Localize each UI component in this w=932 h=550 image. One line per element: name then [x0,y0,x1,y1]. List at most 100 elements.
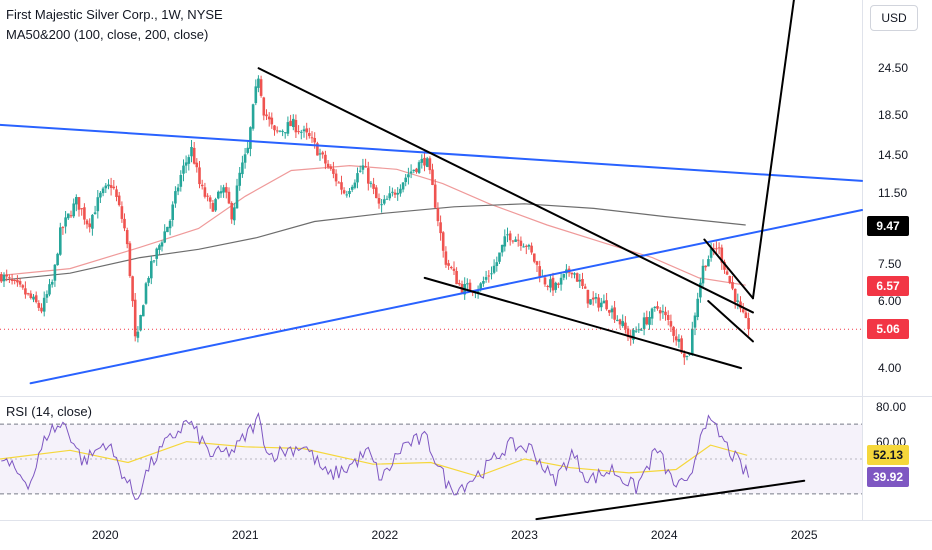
candle-up [238,172,241,186]
candle-down [672,326,675,336]
candle-down [270,117,274,125]
candle-down [120,206,124,219]
candle-down [24,288,27,295]
candle-down [533,253,536,262]
candle-up [498,252,501,262]
candle-down [88,223,91,228]
rsi-tick-label: 80.00 [876,399,907,414]
candle-up [144,283,148,304]
rsi-legend[interactable]: RSI (14, close) [6,404,92,419]
candle-down [436,208,440,222]
candle-down [645,317,649,325]
candle-down [200,184,204,187]
candle-up [190,147,193,157]
candle-down [273,125,276,131]
chart-title[interactable]: First Majestic Silver Corp., 1W, NYSE [6,7,223,22]
candle-up [75,197,78,205]
candle-down [26,293,30,295]
candle-up [136,331,140,338]
moving-average-lines [0,164,746,286]
candle-up [219,191,223,194]
candle-up [391,191,394,193]
candle-up [318,153,322,155]
candle-down [487,275,491,277]
candle-down [133,299,137,337]
candle-down [265,114,268,117]
price-tick-label: 18.50 [878,107,909,122]
candle-down [666,315,670,320]
candle-down [717,247,721,249]
candle-down [680,338,683,353]
candle-up [699,282,702,298]
candle-up [356,173,359,183]
price-tag-level: 9.47 [867,215,909,236]
candle-down [289,120,292,127]
candle-up [187,157,191,164]
candle-up [302,129,306,132]
indicator-legend[interactable]: MA50&200 (100, close, 200, close) [6,27,209,42]
year-tick-label: 2025 [790,528,818,542]
candle-up [155,248,158,259]
candle-down [704,265,707,268]
currency-button[interactable]: USD [870,5,918,31]
candle-up [59,227,62,255]
candle-up [500,244,504,253]
candle-up [661,311,665,313]
candle-up [241,162,244,175]
candle-up [249,127,252,149]
candle-up [696,298,699,317]
price-tag-last: 5.06 [867,319,909,340]
candle-down [530,245,533,253]
candle-down [329,166,333,169]
candle-up [101,188,105,194]
ascending-support-line [29,208,863,385]
candle-down [10,279,14,281]
candle-up [691,328,694,355]
candle-up [503,236,507,247]
candle-up [182,165,185,174]
candle-up [385,198,389,200]
candle-up [380,204,383,206]
candle-down [375,187,378,199]
candle-down [297,131,300,133]
candle-down [557,283,560,285]
candle-down [112,186,116,189]
candle-up [407,174,410,178]
candle-down [18,281,22,285]
candle-up [476,290,480,294]
candle-down [664,311,667,316]
rsi-value-tag: 39.92 [867,466,909,487]
ma-200-line [0,203,746,281]
candle-up [650,308,654,319]
candle-down [583,286,587,289]
candle-up [251,104,255,129]
candle-down [431,169,434,185]
candle-down [125,230,129,245]
candle-up [93,212,97,215]
candle-down [581,279,584,286]
candle-down [225,187,228,193]
candle-up [736,300,740,302]
candle-down [741,309,745,313]
candle-up [632,330,635,340]
candle-up [222,187,225,193]
candle-down [455,271,458,285]
candle-up [257,78,260,88]
candle-down [715,248,718,250]
candle-up [578,279,582,282]
candle-down [613,307,616,320]
candle-up [573,273,576,275]
candle-down [334,173,338,182]
projection-line [751,0,795,300]
rsi-lines [0,412,750,500]
candle-down [538,266,541,278]
candle-up [495,262,499,266]
candle-up [602,300,606,304]
candle-up [484,277,488,280]
candle-up [72,203,75,217]
year-tick-label: 2024 [650,528,678,542]
candle-up [67,213,70,219]
candle-up [589,299,592,305]
candle-down [525,245,528,247]
candle-down [551,277,555,291]
